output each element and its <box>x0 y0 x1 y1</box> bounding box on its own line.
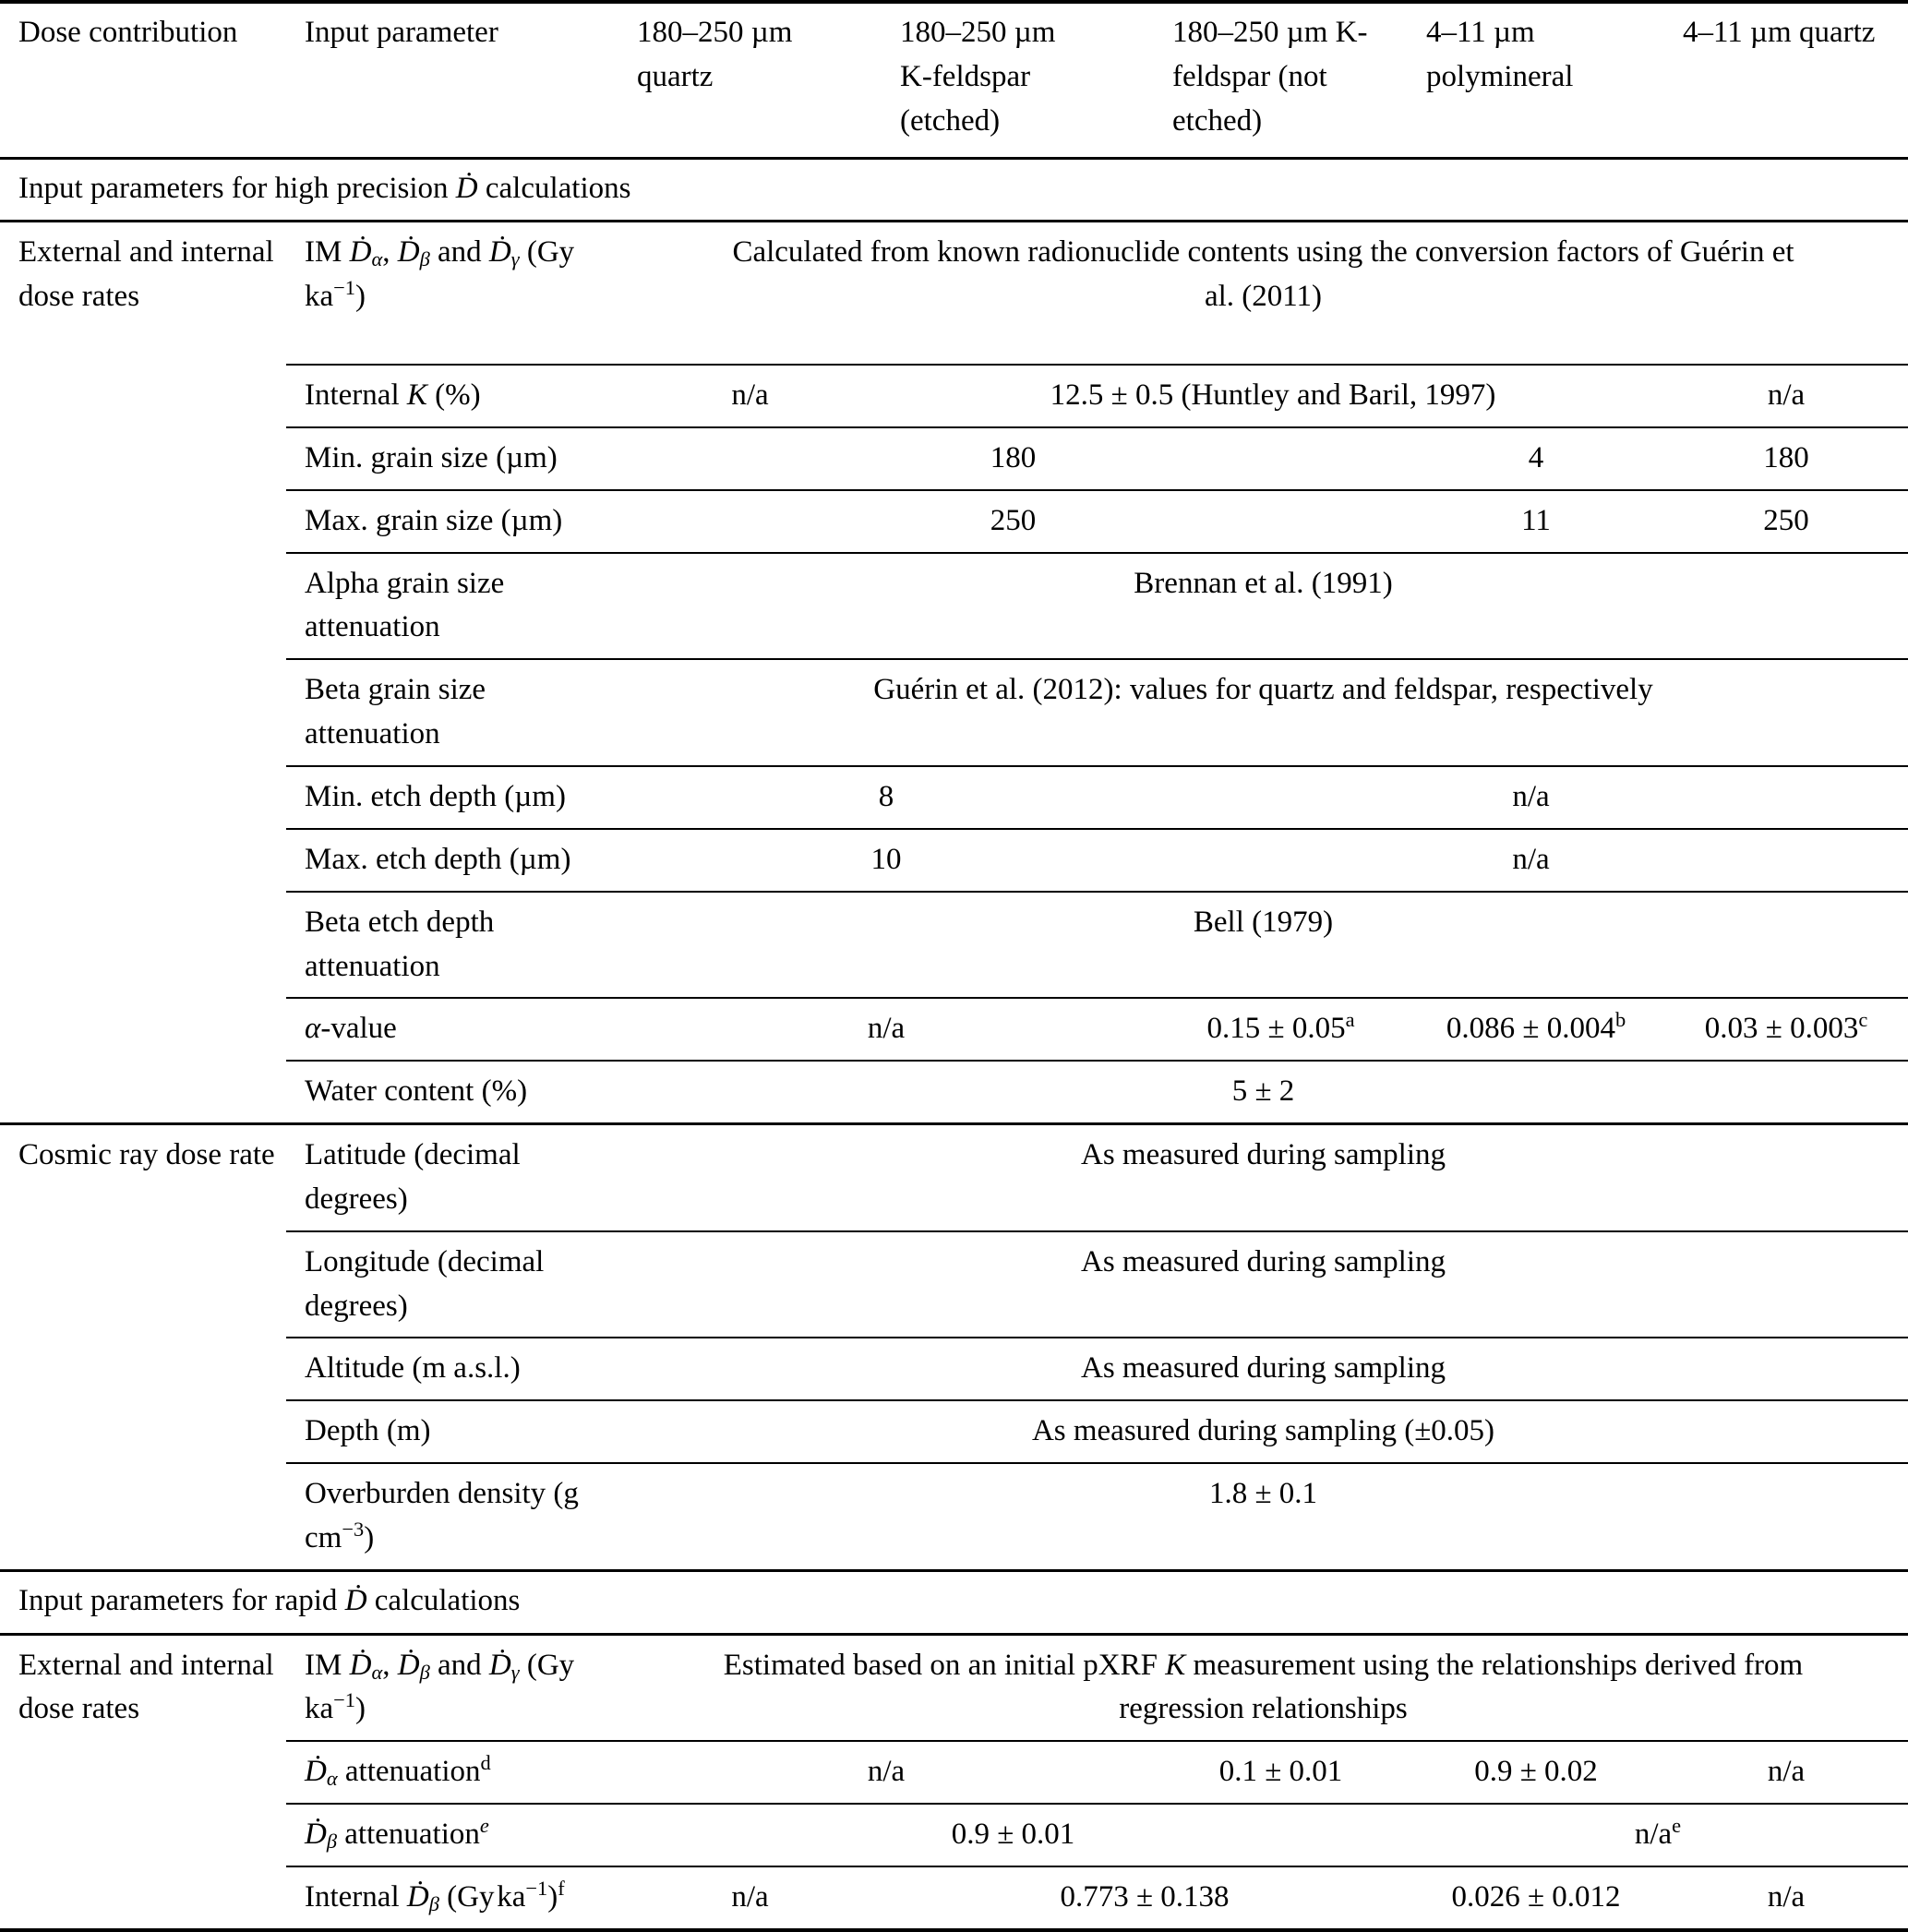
param-water-content: Water content (%) <box>286 1060 618 1124</box>
header-kfeldspar-not-etched-label: 180–250 µm K-feldspar (not etched) <box>1172 16 1368 138</box>
value-im-dose-rates-hp: Calculated from known radionuclide conte… <box>732 235 1794 314</box>
row-d-beta-attenuation: Ḋβ attenuatione 0.9 ± 0.01 n/ae <box>0 1803 1908 1866</box>
row-min-etch-depth: Min. etch depth (µm) 8 n/a <box>0 764 1908 829</box>
value-depth: As measured during sampling (±0.05) <box>618 1399 1908 1464</box>
value-d-alpha-quartz-kf: n/a <box>618 1740 1154 1805</box>
param-internal-k: Internal K (%) <box>286 364 618 427</box>
param-min-grain-size: Min. grain size (µm) <box>286 426 618 490</box>
row-alpha-grain-attenuation: Alpha grain size attenuation Brennan et … <box>0 551 1908 660</box>
value-d-alpha-fine-quartz: n/a <box>1664 1740 1908 1805</box>
param-longitude: Longitude (decimal degrees) <box>286 1230 618 1338</box>
value-alpha-fine-quartz: 0.03 ± 0.003c <box>1664 997 1908 1062</box>
header-row: Dose contribution Input parameter 180–25… <box>0 2 1908 158</box>
section-title-high-precision: Input parameters for high precision Ḋ ca… <box>0 156 1908 223</box>
param-beta-grain-attenuation: Beta grain size attenuation <box>286 658 618 766</box>
value-overburden-density: 1.8 ± 0.1 <box>618 1462 1908 1571</box>
value-water-content: 5 ± 2 <box>618 1060 1908 1124</box>
section-title-high-precision-row: Input parameters for high precision Ḋ ca… <box>0 156 1908 223</box>
header-kfeldspar-etched-label: 180–250 µm K-feldspar (etched) <box>900 16 1056 138</box>
header-input-parameter: Input parameter <box>305 16 498 49</box>
value-max-etch-etched: 10 <box>618 827 1154 892</box>
row-altitude: Altitude (m a.s.l.) As measured during s… <box>0 1337 1908 1401</box>
value-altitude: As measured during sampling <box>618 1337 1908 1401</box>
header-kfeldspar-etched: 180–250 µm K-feldspar (etched) <box>882 2 1154 158</box>
param-alpha-grain-attenuation: Alpha grain size attenuation <box>286 551 618 660</box>
value-internal-d-beta-quartz: n/a <box>618 1866 882 1930</box>
value-alpha-quartz-kf: n/a <box>618 997 1154 1062</box>
row-d-alpha-attenuation: Ḋα attenuationd n/a 0.1 ± 0.01 0.9 ± 0.0… <box>0 1740 1908 1805</box>
row-water-content: Water content (%) 5 ± 2 <box>0 1060 1908 1124</box>
value-max-grain-fine-quartz: 250 <box>1664 488 1908 553</box>
row-max-grain-size: Max. grain size (µm) 250 11 250 <box>0 488 1908 553</box>
section-title-rapid: Input parameters for rapid Ḋ calculation… <box>0 1568 1908 1636</box>
value-internal-d-beta-kfeldspar: 0.773 ± 0.138 <box>882 1866 1408 1930</box>
section-label-external-internal-2: External and internal dose rates <box>18 1648 274 1726</box>
value-latitude: As measured during sampling <box>618 1122 1908 1231</box>
row-internal-d-beta: Internal Ḋβ (Gy ka−1)f n/a 0.773 ± 0.138… <box>0 1866 1908 1930</box>
param-depth: Depth (m) <box>286 1399 618 1464</box>
value-max-etch-rest: n/a <box>1154 827 1908 892</box>
header-polymineral: 4–11 µm polymineral <box>1408 2 1664 158</box>
row-longitude: Longitude (decimal degrees) As measured … <box>0 1230 1908 1338</box>
value-longitude: As measured during sampling <box>618 1230 1908 1338</box>
row-im-dose-rates-rapid: External and internal dose rates IM Ḋα, … <box>0 1634 1908 1741</box>
value-min-etch-rest: n/a <box>1154 764 1908 829</box>
header-polymineral-label: 4–11 µm polymineral <box>1426 16 1574 93</box>
param-im-dose-rates-rapid: IM Ḋα, Ḋβ and Ḋγ (Gy ka−1) <box>305 1648 577 1726</box>
value-internal-d-beta-polymineral: 0.026 ± 0.012 <box>1408 1866 1664 1930</box>
param-internal-d-beta: Internal Ḋβ (Gy ka−1)f <box>286 1866 618 1930</box>
section-label-cosmic: Cosmic ray dose rate <box>0 1122 286 1571</box>
row-alpha-value: α-value n/a 0.15 ± 0.05a 0.086 ± 0.004b … <box>0 997 1908 1062</box>
section-title-rapid-row: Input parameters for rapid Ḋ calculation… <box>0 1568 1908 1636</box>
header-fine-quartz-label: 4–11 µm quartz <box>1683 16 1876 49</box>
param-d-alpha-attenuation: Ḋα attenuationd <box>286 1740 618 1805</box>
header-dose-contribution: Dose contribution <box>18 16 238 49</box>
param-altitude: Altitude (m a.s.l.) <box>286 1337 618 1401</box>
value-internal-k-fine-quartz: n/a <box>1664 364 1908 427</box>
value-d-beta-fine: n/ae <box>1408 1803 1908 1866</box>
param-max-grain-size: Max. grain size (µm) <box>286 488 618 553</box>
row-im-dose-rates-hp: External and internal dose rates IM Ḋα, … <box>0 222 1908 365</box>
value-beta-etch-attenuation: Bell (1979) <box>618 890 1908 999</box>
value-alpha-polymineral: 0.086 ± 0.004b <box>1408 997 1664 1062</box>
param-max-etch-depth: Max. etch depth (µm) <box>286 827 618 892</box>
param-beta-etch-attenuation: Beta etch depth attenuation <box>286 890 618 999</box>
value-min-grain-polymineral: 4 <box>1408 426 1664 490</box>
row-max-etch-depth: Max. etch depth (µm) 10 n/a <box>0 827 1908 892</box>
section-label-external-internal-1: External and internal dose rates <box>18 235 274 314</box>
value-min-etch-etched: 8 <box>618 764 1154 829</box>
value-beta-grain-attenuation: Guérin et al. (2012): values for quartz … <box>618 658 1908 766</box>
header-coarse-quartz: 180–250 µm quartz <box>618 2 882 158</box>
header-fine-quartz: 4–11 µm quartz <box>1664 2 1908 158</box>
param-latitude: Latitude (decimal degrees) <box>286 1122 618 1231</box>
value-d-alpha-polymineral: 0.9 ± 0.02 <box>1408 1740 1664 1805</box>
row-latitude: Cosmic ray dose rate Latitude (decimal d… <box>0 1122 1908 1571</box>
row-beta-etch-attenuation: Beta etch depth attenuation Bell (1979) <box>0 890 1908 999</box>
row-internal-k: Internal K (%) n/a 12.5 ± 0.5 (Huntley a… <box>0 364 1908 427</box>
value-internal-d-beta-fine-quartz: n/a <box>1664 1866 1908 1930</box>
value-d-beta-coarse: 0.9 ± 0.01 <box>618 1803 1408 1866</box>
param-alpha-value: α-value <box>286 997 618 1062</box>
value-internal-k-feldspar-poly: 12.5 ± 0.5 (Huntley and Baril, 1997) <box>882 364 1664 427</box>
row-overburden-density: Overburden density (g cm−3) 1.8 ± 0.1 <box>0 1462 1908 1571</box>
value-min-grain-coarse: 180 <box>618 426 1408 490</box>
param-min-etch-depth: Min. etch depth (µm) <box>286 764 618 829</box>
value-d-alpha-kf-not-etched: 0.1 ± 0.01 <box>1154 1740 1408 1805</box>
param-d-beta-attenuation: Ḋβ attenuatione <box>286 1803 618 1866</box>
param-overburden-density: Overburden density (g cm−3) <box>286 1462 618 1571</box>
value-im-dose-rates-rapid: Estimated based on an initial pXRF K mea… <box>723 1648 1804 1726</box>
value-alpha-kf-not-etched: 0.15 ± 0.05a <box>1154 997 1408 1062</box>
value-min-grain-fine-quartz: 180 <box>1664 426 1908 490</box>
value-alpha-grain-attenuation: Brennan et al. (1991) <box>618 551 1908 660</box>
param-im-dose-rates-hp: IM Ḋα, Ḋβ and Ḋγ (Gy ka−1) <box>305 235 577 314</box>
row-beta-grain-attenuation: Beta grain size attenuation Guérin et al… <box>0 658 1908 766</box>
header-coarse-quartz-label: 180–250 µm quartz <box>637 16 793 93</box>
row-depth: Depth (m) As measured during sampling (±… <box>0 1399 1908 1464</box>
value-max-grain-coarse: 250 <box>618 488 1408 553</box>
header-kfeldspar-not-etched: 180–250 µm K-feldspar (not etched) <box>1154 2 1408 158</box>
value-internal-k-quartz: n/a <box>618 364 882 427</box>
value-max-grain-polymineral: 11 <box>1408 488 1664 553</box>
row-min-grain-size: Min. grain size (µm) 180 4 180 <box>0 426 1908 490</box>
